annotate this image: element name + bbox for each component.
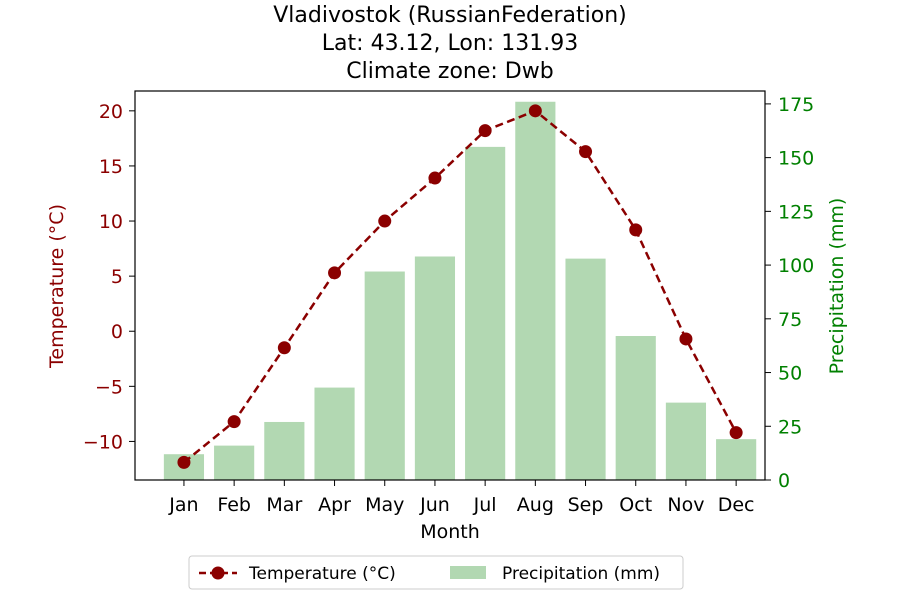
x-tick-label: Feb: [217, 494, 251, 516]
x-tick-label: Apr: [318, 494, 351, 516]
left-y-tick-label: −10: [83, 431, 123, 453]
right-y-tick-label: 0: [778, 470, 790, 492]
x-axis: Jan Feb Mar Apr May Jun Jul Aug Sep Oct Nov Dec: [168, 480, 755, 516]
temperature-point-aug: [528, 104, 542, 118]
temperature-point-jul: [478, 124, 492, 138]
x-tick-label: Dec: [718, 494, 755, 516]
temperature-point-apr: [328, 266, 342, 280]
precipitation-bars: [163, 101, 757, 481]
temperature-point-may: [378, 214, 392, 228]
right-y-tick-label: 100: [778, 255, 814, 277]
precipitation-bar-feb: [214, 445, 255, 480]
legend-temperature-marker: [211, 566, 225, 580]
precipitation-bar-mar: [264, 421, 305, 480]
x-tick-label: Nov: [667, 494, 704, 516]
x-tick-label: Sep: [568, 494, 604, 516]
left-y-tick-label: 10: [99, 211, 123, 233]
title-line-3: Climate zone: Dwb: [346, 59, 553, 84]
x-axis-label: Month: [420, 521, 480, 543]
left-y-tick-label: 15: [99, 156, 123, 178]
title-line-1: Vladivostok (RussianFederation): [273, 3, 627, 28]
temperature-series: [177, 104, 743, 469]
precipitation-bar-nov: [665, 402, 707, 480]
legend-temperature-label: Temperature (°C): [248, 564, 396, 584]
precipitation-bar-apr: [314, 387, 355, 480]
legend-precipitation-swatch: [450, 566, 486, 579]
left-y-axis: −10 −5 0 5 10 15 20: [83, 101, 135, 453]
temperature-point-jun: [428, 171, 442, 185]
right-y-tick-label: 50: [778, 363, 802, 385]
plot-frame: [134, 90, 766, 481]
temperature-line: [183, 109, 738, 464]
left-y-tick-label: 5: [111, 266, 123, 288]
precipitation-bar-jul: [465, 146, 506, 480]
precipitation-bar-dec: [716, 439, 757, 480]
left-y-tick-label: −5: [95, 376, 123, 398]
temperature-point-dec: [729, 426, 743, 440]
temperature-point-mar: [277, 341, 291, 355]
right-y-tick-label: 150: [778, 148, 814, 170]
legend-frame: [188, 555, 684, 590]
temperature-point-feb: [227, 415, 241, 429]
x-tick-label: Mar: [266, 494, 302, 516]
left-y-tick-label: 20: [99, 101, 123, 123]
precipitation-bar-may: [364, 271, 405, 480]
precipitation-bar-sep: [565, 258, 606, 480]
precipitation-bar-jun: [414, 256, 456, 480]
legend-precipitation-label: Precipitation (mm): [502, 564, 660, 584]
x-tick-label: May: [365, 494, 404, 516]
precipitation-bar-aug: [515, 101, 556, 481]
right-y-tick-label: 175: [778, 94, 814, 116]
x-tick-label: Oct: [619, 494, 652, 516]
chart-title: Vladivostok (RussianFederation) Lat: 43.…: [273, 3, 627, 84]
right-y-tick-label: 125: [778, 201, 814, 223]
temperature-point-sep: [579, 145, 593, 159]
precipitation-bar-oct: [615, 336, 656, 480]
legend: Temperature (°C) Precipitation (mm): [188, 555, 684, 590]
temperature-point-nov: [679, 332, 693, 346]
right-y-tick-label: 75: [778, 309, 802, 331]
x-tick-label: Jan: [168, 494, 198, 516]
left-y-axis-label: Temperature (°C): [46, 204, 68, 369]
right-y-axis: 0 25 50 75 100 125 150 175: [765, 94, 814, 492]
temperature-point-jan: [177, 455, 191, 469]
temperature-point-oct: [629, 223, 643, 237]
right-y-axis-label: Precipitation (mm): [826, 198, 848, 375]
left-y-tick-label: 0: [111, 321, 123, 343]
title-line-2: Lat: 43.12, Lon: 131.93: [322, 31, 578, 56]
right-y-tick-label: 25: [778, 416, 802, 438]
x-tick-label: Jun: [419, 494, 450, 516]
x-tick-label: Aug: [517, 494, 554, 516]
x-tick-label: Jul: [473, 494, 497, 516]
